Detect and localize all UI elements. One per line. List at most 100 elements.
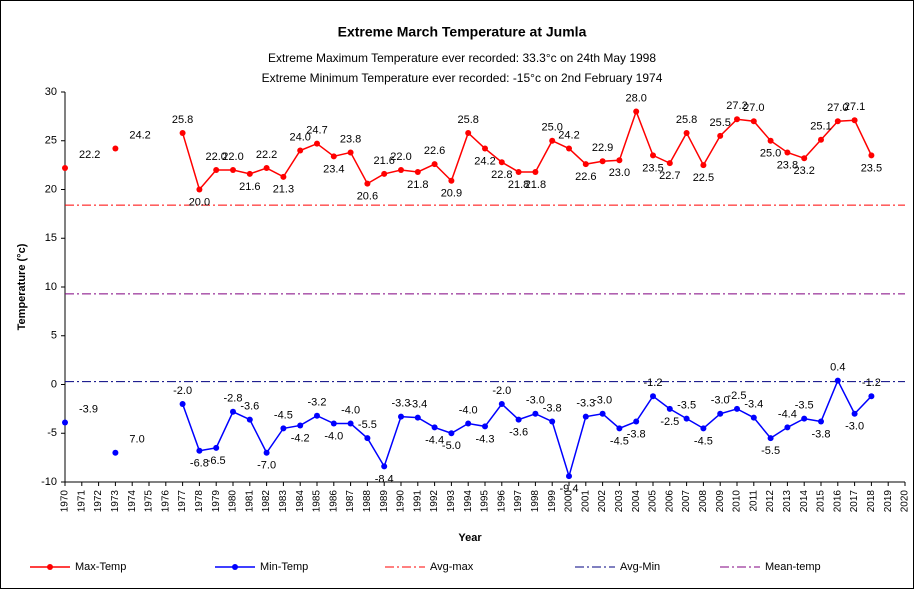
x-tick-label: 2010	[732, 490, 743, 513]
x-axis-title: Year	[458, 532, 482, 544]
data-point	[818, 418, 824, 425]
data-label: -3.3	[392, 398, 411, 410]
y-tick-label: 0	[51, 378, 57, 390]
data-label: 22.0	[205, 151, 226, 163]
data-label: 25.0	[541, 122, 562, 134]
data-label: 23.0	[609, 167, 630, 179]
x-tick-label: 2007	[681, 490, 692, 513]
data-point	[566, 145, 572, 152]
x-tick-label: 1982	[261, 490, 272, 513]
data-point	[465, 420, 472, 427]
x-tick-label: 1977	[177, 490, 188, 513]
data-point	[582, 161, 589, 168]
data-point	[414, 414, 421, 421]
data-label: -3.5	[795, 400, 814, 412]
data-point	[179, 401, 186, 407]
data-point	[734, 405, 740, 412]
data-label: 24.2	[558, 129, 579, 141]
data-point	[515, 168, 522, 175]
x-tick-label: 2012	[765, 490, 776, 513]
data-point	[482, 145, 488, 152]
data-point	[448, 177, 455, 184]
data-label: -3.8	[543, 402, 562, 414]
data-point	[650, 152, 656, 159]
data-point	[246, 170, 253, 177]
x-tick-label: 1973	[110, 490, 121, 513]
data-label: 24.2	[129, 129, 150, 141]
data-label: 22.2	[256, 149, 277, 161]
data-label: 27.0	[743, 102, 764, 114]
data-point	[498, 401, 505, 407]
data-point	[818, 136, 824, 143]
data-point	[700, 425, 707, 432]
x-tick-label: 2009	[715, 490, 726, 513]
data-label: 20.9	[441, 188, 462, 200]
data-point	[347, 420, 354, 427]
data-label: 20.0	[189, 196, 210, 208]
data-point	[482, 423, 488, 430]
data-point	[801, 415, 808, 422]
data-label: 22.0	[390, 151, 411, 163]
x-tick-label: 2003	[614, 490, 625, 513]
data-label: -3.4	[408, 399, 427, 411]
data-label: 23.8	[777, 159, 798, 171]
data-point	[666, 405, 673, 412]
data-label: 22.7	[659, 170, 680, 182]
data-point	[633, 418, 640, 425]
x-tick-label: 1991	[412, 490, 423, 513]
data-label: 21.6	[373, 155, 394, 167]
data-label: -4.5	[274, 409, 293, 421]
legend-label: Avg-Min	[620, 561, 660, 573]
x-tick-label: 1987	[345, 490, 356, 513]
data-point	[213, 444, 220, 451]
data-label: 23.5	[642, 162, 663, 174]
data-label: -3.3	[576, 398, 595, 410]
legend-marker	[47, 564, 53, 570]
data-label: 27.2	[726, 100, 747, 112]
legend-label: Max-Temp	[75, 561, 126, 573]
data-point	[566, 473, 572, 480]
data-label: 28.0	[625, 92, 646, 104]
data-label: 23.8	[340, 133, 361, 145]
data-point	[834, 118, 841, 125]
data-label: 25.8	[457, 114, 478, 126]
x-tick-label: 2020	[900, 490, 911, 513]
x-tick-label: 1979	[211, 490, 222, 513]
data-point	[750, 118, 757, 125]
data-point	[834, 377, 841, 384]
data-label: -6.5	[207, 455, 226, 467]
x-tick-label: 1993	[446, 490, 457, 513]
y-axis-title: Temperature (°c)	[16, 243, 28, 330]
data-point	[465, 129, 472, 136]
data-point	[784, 424, 791, 431]
data-point	[616, 425, 623, 432]
y-tick-label: 15	[45, 232, 57, 244]
x-tick-label: 1983	[278, 490, 289, 513]
data-point	[767, 137, 774, 144]
data-point	[700, 162, 707, 169]
data-point	[767, 435, 774, 442]
y-tick-label: 10	[45, 281, 57, 293]
data-label: -3.0	[593, 395, 612, 407]
data-point	[650, 393, 656, 400]
x-tick-label: 2015	[816, 490, 827, 513]
data-label: 23.5	[861, 162, 882, 174]
series-line	[181, 109, 873, 192]
data-point	[347, 149, 354, 156]
data-label: -4.4	[425, 434, 444, 446]
data-point	[717, 132, 724, 139]
x-tick-label: 2005	[648, 490, 659, 513]
data-point	[112, 145, 119, 152]
data-point	[683, 415, 690, 422]
data-point	[868, 152, 875, 159]
data-label: -3.0	[845, 421, 864, 433]
data-label: -2.5	[660, 416, 679, 428]
data-label: -3.9	[79, 403, 98, 415]
x-tick-label: 1981	[244, 490, 255, 513]
x-tick-label: 1971	[76, 490, 87, 513]
data-label: -4.2	[291, 432, 310, 444]
y-tick-label: -10	[41, 476, 57, 488]
x-tick-label: 2014	[799, 490, 810, 513]
x-tick-label: 1992	[429, 490, 440, 513]
y-tick-label: 5	[51, 330, 57, 342]
